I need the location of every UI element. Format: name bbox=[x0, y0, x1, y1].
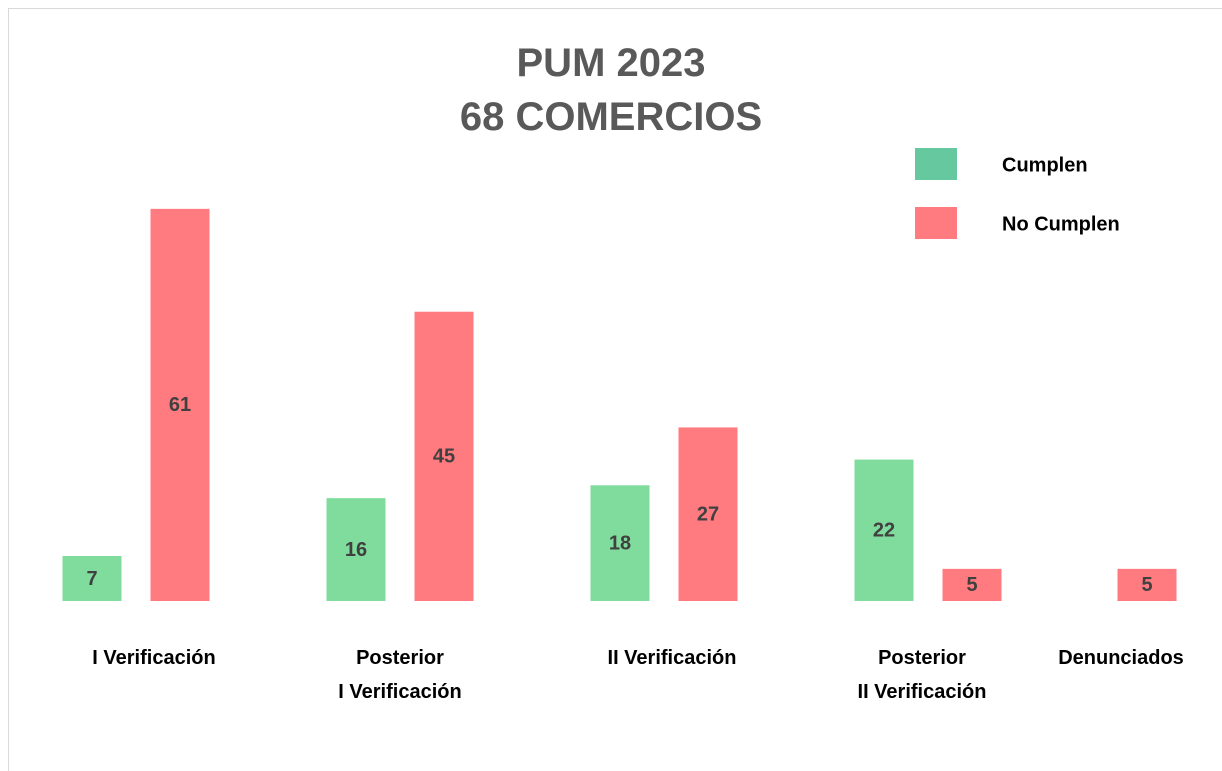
bar bbox=[150, 208, 210, 601]
bar bbox=[326, 498, 386, 601]
data-label: 18 bbox=[609, 532, 631, 554]
bar bbox=[414, 311, 474, 601]
chart-title: PUM 2023 68 COMERCIOS bbox=[459, 41, 763, 139]
legend-label: Cumplen bbox=[1002, 154, 1088, 176]
legend-label: No Cumplen bbox=[1002, 213, 1120, 235]
bar bbox=[1117, 568, 1177, 601]
x-tick-label: Posterior II Verificación bbox=[857, 647, 987, 703]
chart-border bbox=[8, 8, 1222, 771]
data-label: 7 bbox=[86, 568, 97, 590]
bar bbox=[62, 556, 122, 601]
x-tick-label: I Verificación bbox=[92, 647, 216, 669]
x-tick-label: Posterior I Verificación bbox=[338, 647, 462, 703]
bar bbox=[678, 427, 738, 601]
bar bbox=[590, 485, 650, 601]
data-label: 45 bbox=[433, 446, 455, 468]
data-label: 5 bbox=[1141, 574, 1152, 596]
data-label: 22 bbox=[873, 520, 895, 542]
data-label: 61 bbox=[169, 394, 191, 416]
data-label: 27 bbox=[697, 503, 719, 525]
legend-swatch bbox=[915, 207, 957, 239]
data-label: 5 bbox=[966, 574, 977, 596]
legend-swatch bbox=[915, 148, 957, 180]
bar bbox=[854, 459, 914, 601]
x-tick-label: II Verificación bbox=[607, 647, 737, 669]
bar bbox=[942, 568, 1002, 601]
x-tick-label: Denunciados bbox=[1058, 647, 1184, 669]
data-label: 16 bbox=[345, 539, 367, 561]
